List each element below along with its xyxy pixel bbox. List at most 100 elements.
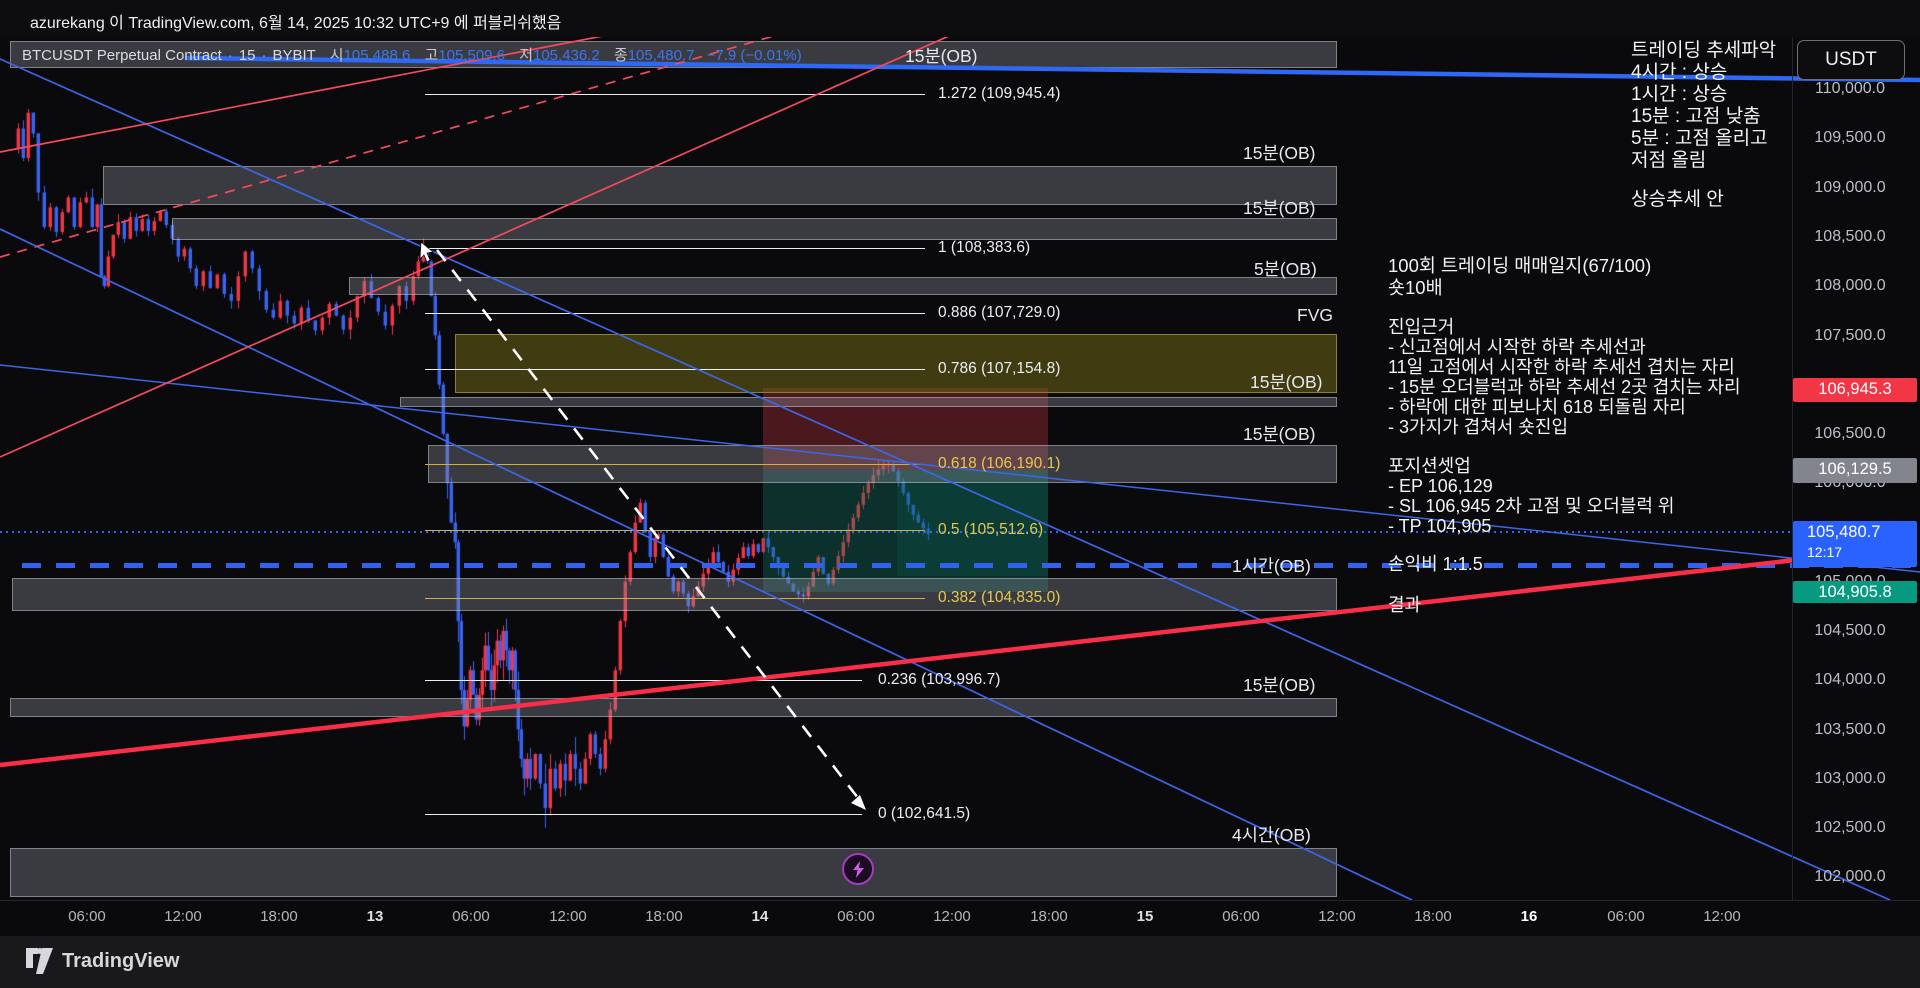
journal-line1: 100회 트레이딩 매매일지(67/100) [1388,255,1652,276]
low-label: 저 [519,47,533,64]
order-block-15m-3[interactable] [172,218,1337,240]
change-value: −7.9 (−0.01%) [706,47,802,64]
result-label: 결과 [1388,595,1422,615]
bar-countdown: 12:17 [1807,544,1843,560]
price-tick: 104,000.0 [1814,671,1886,688]
fib-label-0786: 0.786 (107,154.8) [938,360,1061,377]
last-price-value: 105,480.7 [1807,523,1881,541]
time-tick: 12:00 [1318,908,1356,925]
symbol-name[interactable]: BTCUSDT Perpetual Contract [22,47,222,64]
fib-line-1000[interactable] [425,248,925,249]
entry-reasons: 진입근거 - 신고점에서 시작한 하락 추세선과 11일 고점에서 시작한 하락… [1388,317,1741,437]
ob-label-15m-5: 15분(OB) [1243,675,1316,695]
price-tick: 104,500.0 [1814,622,1886,639]
close-label: 종 [613,47,628,64]
ob-label-1h: 1시간(OB) [1232,556,1311,576]
high-label: 고 [424,47,439,64]
time-tick-day: 16 [1520,908,1538,925]
fib-line-1272[interactable] [425,94,925,95]
exchange[interactable]: BYBIT [272,47,316,64]
open-label: 시 [329,47,344,64]
tradingview-logo-text: TradingView [62,949,180,972]
last-price-label: 105,480.7 12:17 [1793,521,1917,567]
fib-line-0618[interactable] [425,464,925,465]
time-tick: 18:00 [1030,908,1068,925]
fib-label-0618: 0.618 (106,190.1) [938,455,1061,472]
journal-line2: 숏10배 [1388,277,1443,298]
order-block-5m[interactable] [349,277,1337,295]
symbol-header[interactable]: BTCUSDT Perpetual Contract · 15 · BYBIT 시105… [22,47,802,64]
trend-annotation: 트레이딩 추세파악 4시간 : 상승 1시간 : 상승 15분 : 고점 낮춤 … [1631,40,1777,171]
fib-line-0236[interactable] [425,680,862,681]
time-tick: 06:00 [452,908,490,925]
time-tick: 12:00 [933,908,971,925]
ob-label-4h: 4시간(OB) [1232,825,1311,845]
price-tick: 103,500.0 [1814,721,1886,738]
stop-loss-price-label: 106,945.3 [1793,378,1917,402]
high-value: 105,509.6 [438,47,506,64]
tradingview-logo-icon [26,948,53,974]
time-tick: 06:00 [1607,908,1645,925]
trend-title: 트레이딩 추세파악 [1631,40,1777,61]
price-tick: 103,000.0 [1814,770,1886,787]
interval[interactable]: 15 [238,47,256,64]
fib-line-0786[interactable] [425,369,925,370]
fib-line-0382[interactable] [425,598,925,599]
fvg-label: FVG [1297,305,1333,325]
time-tick: 06:00 [68,908,106,925]
order-block-1h[interactable] [12,578,1337,611]
fib-line-0886[interactable] [425,313,925,314]
tradingview-logo[interactable]: TradingView [26,948,179,974]
ob-label-15m-top: 15분(OB) [905,46,978,66]
ob-label-15m-4: 15분(OB) [1243,424,1316,444]
time-tick-day: 13 [366,908,384,925]
fib-line-0000[interactable] [425,814,862,815]
entry-title: 진입근거 [1388,317,1455,337]
open-value: 105,488.6 [343,47,411,64]
time-axis-border [0,900,1920,901]
trend-footer: 상승추세 안 [1631,189,1724,210]
price-tick: 108,000.0 [1814,277,1886,294]
fib-label-1000: 1 (108,383.6) [938,239,1031,256]
order-block-4h[interactable] [10,848,1337,897]
risk-reward: 손익비 1:1.5 [1388,554,1483,574]
price-tick: 102,500.0 [1814,819,1886,836]
bottom-bar: TradingView [0,936,1920,988]
lightning-icon[interactable] [842,853,874,885]
time-tick-day: 15 [1136,908,1154,925]
price-tick: 107,500.0 [1814,327,1886,344]
ob-label-15m-fvg: 15분(OB) [1250,372,1323,392]
price-tick: 110,000.0 [1815,80,1885,97]
time-tick-day: 14 [751,908,769,925]
time-tick: 18:00 [1414,908,1452,925]
time-tick: 12:00 [1703,908,1741,925]
fvg-box[interactable] [455,334,1337,393]
blue-dashed-level-line[interactable] [22,563,1920,568]
publish-text: azurekang 이 TradingView.com, 6월 14, 2025… [30,15,562,32]
fib-label-0500: 0.5 (105,512.6) [938,521,1044,538]
low-value: 105,436.2 [533,47,600,64]
time-tick: 06:00 [1222,908,1260,925]
close-value: 105,480.7 [627,47,695,64]
ob-label-15m-3: 15분(OB) [1243,198,1316,218]
time-tick: 12:00 [164,908,202,925]
order-block-thin-strip[interactable] [400,397,1337,407]
ob-label-15m-2: 15분(OB) [1243,143,1316,163]
fib-label-0000: 0 (102,641.5) [878,805,971,822]
fib-label-0236: 0.236 (103,996.7) [878,671,1001,688]
fib-label-0382: 0.382 (104,835.0) [938,589,1061,606]
currency-unit-button[interactable]: USDT [1797,40,1905,80]
time-tick: 18:00 [260,908,298,925]
journal-annotation: 100회 트레이딩 매매일지(67/100) 숏10배 [1388,255,1651,299]
take-profit-price-label: 104,905.8 [1793,581,1917,603]
price-tick: 106,500.0 [1814,425,1886,442]
fib-label-0886: 0.886 (107,729.0) [938,304,1061,321]
position-setup: 포지션셋업 - EP 106,129 - SL 106,945 2차 고점 및 … [1388,456,1675,536]
ob-label-5m: 5분(OB) [1254,259,1317,279]
order-block-15m-2[interactable] [103,166,1337,205]
price-tick: 109,000.0 [1814,179,1886,196]
time-tick: 12:00 [549,908,587,925]
order-block-15m-5[interactable] [10,698,1337,717]
fib-label-1272: 1.272 (109,945.4) [938,85,1061,102]
